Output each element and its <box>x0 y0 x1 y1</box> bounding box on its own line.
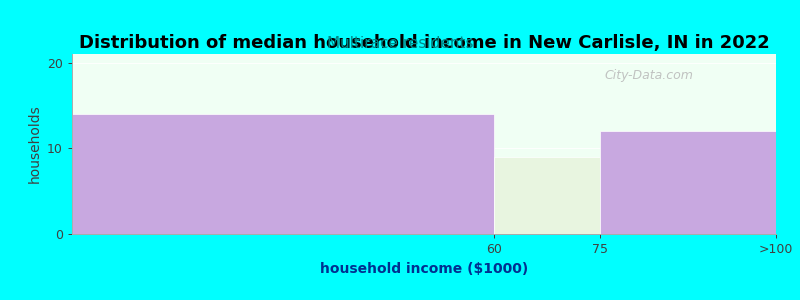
Bar <box>600 131 776 234</box>
Title: Distribution of median household income in New Carlisle, IN in 2022: Distribution of median household income … <box>78 34 770 52</box>
Bar <box>494 157 600 234</box>
X-axis label: household income ($1000): household income ($1000) <box>320 262 528 276</box>
Y-axis label: households: households <box>27 105 42 183</box>
Text: Multirace residents: Multirace residents <box>326 36 474 51</box>
Bar <box>72 114 494 234</box>
Text: City-Data.com: City-Data.com <box>605 69 694 82</box>
